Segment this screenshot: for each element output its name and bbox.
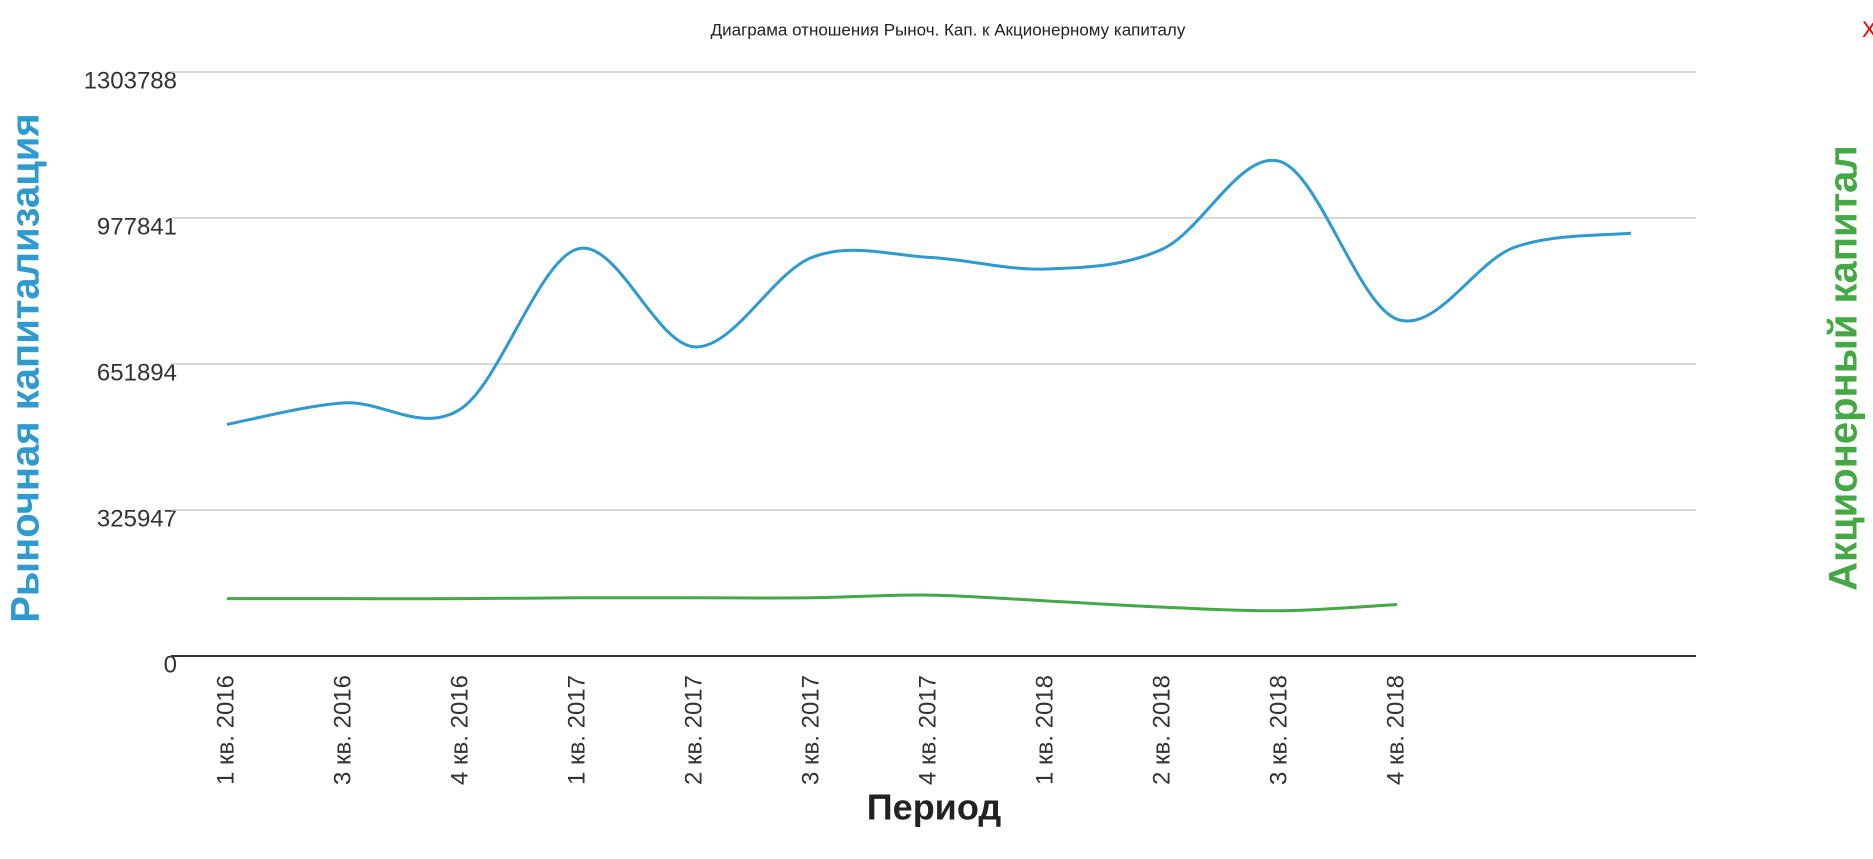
x-tick-label: 3 кв. 2017	[797, 675, 824, 785]
y2-axis-title: Акционерный капитал	[1822, 145, 1866, 591]
y-tick-label: 977841	[97, 213, 177, 240]
y-tick-label: 1303788	[84, 67, 177, 94]
x-tick-label: 1 кв. 2018	[1031, 675, 1058, 785]
x-tick-label: 1 кв. 2017	[563, 675, 590, 785]
chart-title: Диаграма отношения Рыноч. Кап. к Акционе…	[711, 20, 1186, 39]
y-tick-label: 651894	[97, 359, 177, 386]
line-series	[227, 593, 1398, 613]
x-tick-label: 2 кв. 2017	[680, 675, 707, 785]
y-axis-title: Рыночная капитализация	[4, 113, 48, 623]
x-tick-label: 1 кв. 2016	[212, 675, 239, 785]
y-tick-label: 0	[164, 651, 177, 678]
y-tick-label: 325947	[97, 505, 177, 532]
x-tick-label: 4 кв. 2018	[1382, 675, 1409, 785]
x-tick-label: 4 кв. 2016	[446, 675, 473, 785]
close-button[interactable]: X	[1862, 17, 1873, 42]
x-axis-title: Период	[867, 787, 1002, 828]
line-series	[226, 158, 1632, 426]
x-tick-label: 2 кв. 2018	[1148, 675, 1175, 785]
x-tick-label: 3 кв. 2016	[329, 675, 356, 785]
x-tick-label: 3 кв. 2018	[1265, 675, 1292, 785]
x-tick-label: 4 кв. 2017	[914, 675, 941, 785]
